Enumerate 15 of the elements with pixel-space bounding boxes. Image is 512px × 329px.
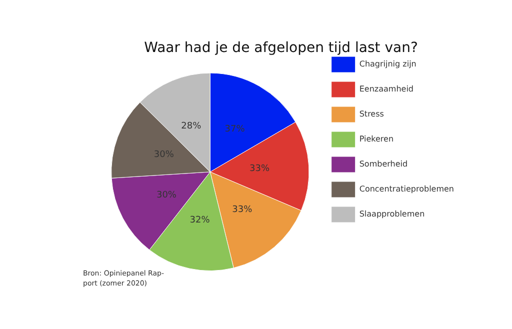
data-label: 33% (249, 164, 270, 174)
data-label: 30% (156, 190, 177, 200)
legend-label: Chagrijnig zijn (359, 60, 416, 69)
legend-label: Slaapproblemen (359, 210, 425, 219)
legend-label: Stress (359, 110, 384, 119)
legend-label: Eenzaamheid (359, 84, 414, 94)
data-label: 30% (154, 150, 174, 160)
data-label: 28% (181, 122, 202, 132)
data-label: 32% (190, 216, 210, 226)
data-label: 37% (224, 124, 246, 134)
data-label: 33% (232, 204, 253, 215)
legend-label: Piekeren (359, 134, 394, 144)
legend-label: Concentratieproblemen (359, 184, 454, 194)
legend-label: Somberheid (359, 160, 408, 169)
chart-title: Waar had je de afgelopen tijd last van? (144, 40, 418, 56)
